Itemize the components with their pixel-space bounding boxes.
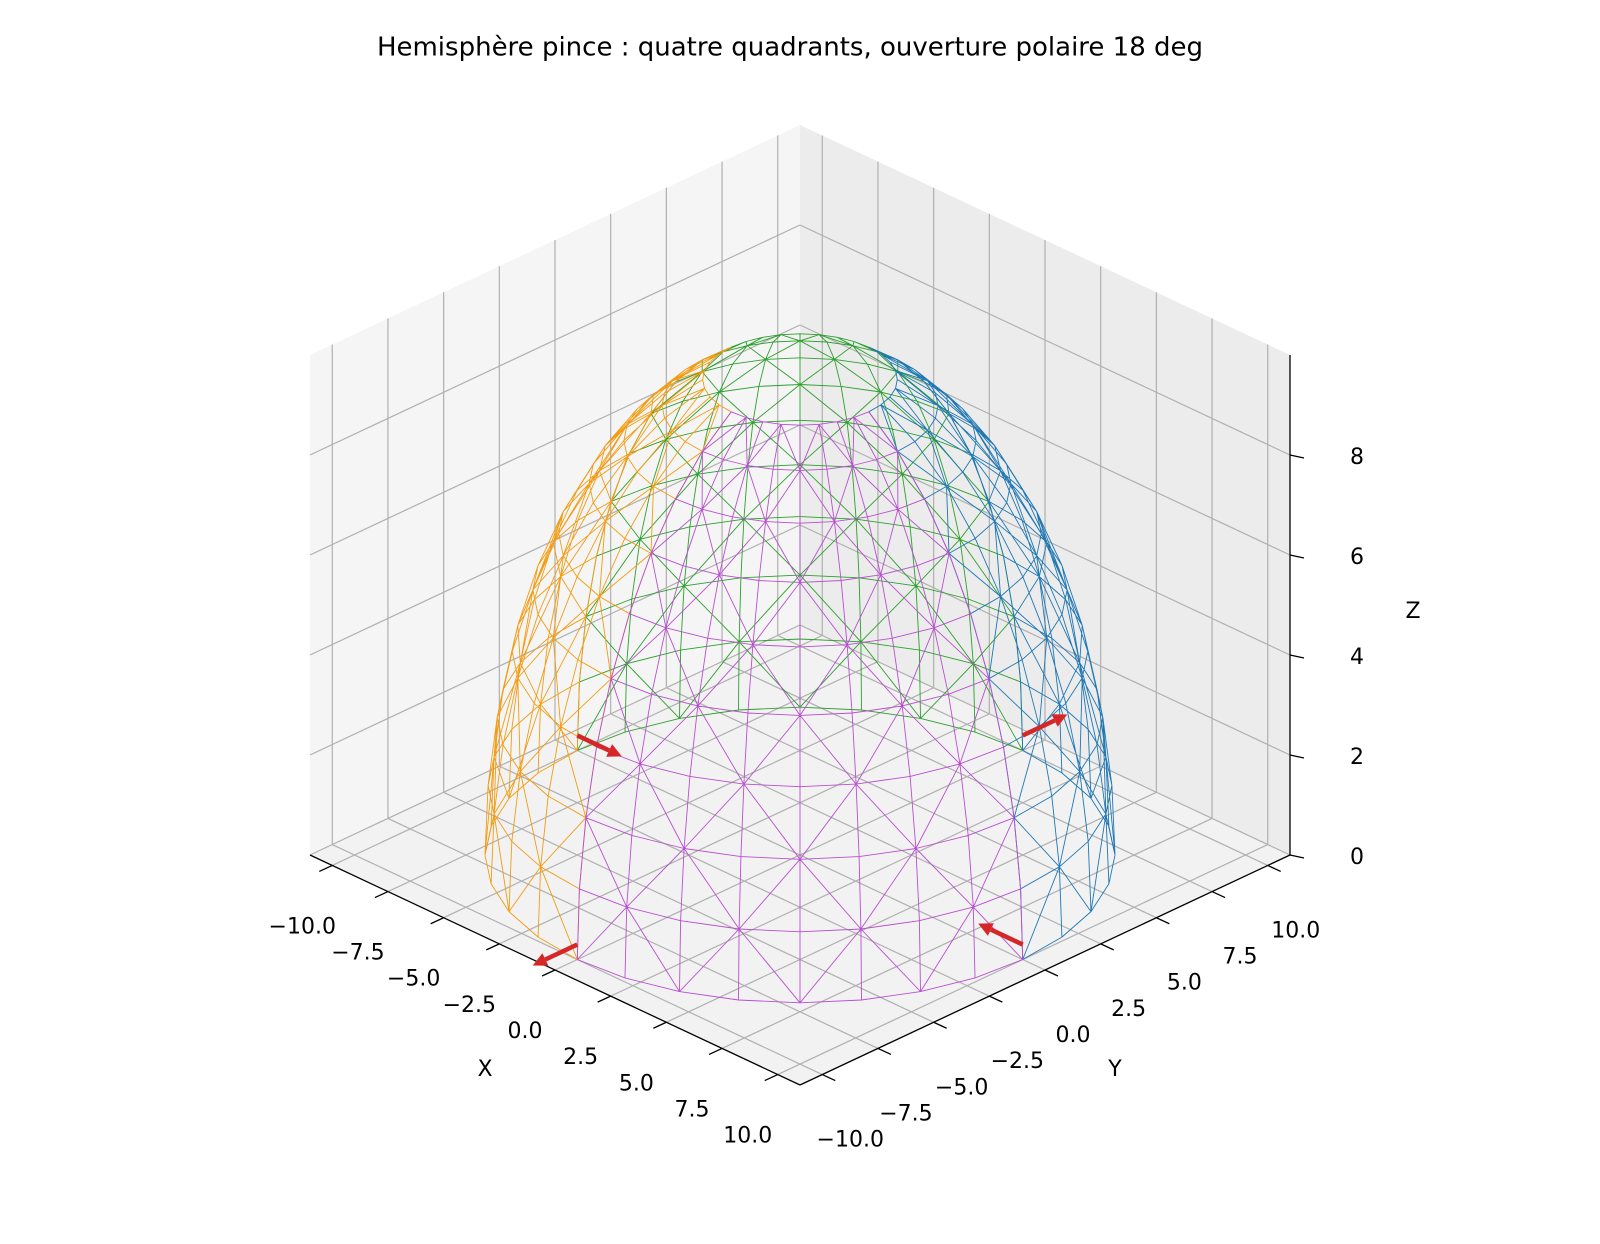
z-axis-label: Z xyxy=(1405,599,1420,624)
x-tick xyxy=(430,917,444,925)
x-tick-label: 7.5 xyxy=(675,1097,710,1122)
grid-line xyxy=(309,224,801,456)
y-tick-label: 7.5 xyxy=(1223,945,1258,970)
arrow xyxy=(1021,714,1068,738)
y-tick xyxy=(933,1021,947,1029)
x-tick-label: 2.5 xyxy=(563,1045,598,1070)
x-tick xyxy=(541,969,556,977)
arrow-head xyxy=(606,744,622,757)
z-tick-label: 2 xyxy=(1350,745,1364,770)
arrow-shaft xyxy=(576,733,611,753)
z-tick-label: 6 xyxy=(1350,545,1364,570)
grid-line xyxy=(799,324,1291,556)
y-tick xyxy=(1211,891,1226,899)
y-axis-label: Y xyxy=(1107,1057,1122,1082)
x-tick-label: −7.5 xyxy=(331,941,384,966)
x-tick xyxy=(486,943,500,951)
chart-title: Hemisphère pince : quatre quadrants, ouv… xyxy=(377,33,1203,63)
z-tick-label: 8 xyxy=(1350,445,1364,470)
y-tick xyxy=(989,995,1003,1003)
x-tick xyxy=(374,891,389,899)
arrow-head xyxy=(532,953,549,966)
x-axis-label: X xyxy=(477,1057,492,1082)
x-tick xyxy=(653,1021,667,1029)
x-tick xyxy=(708,1047,723,1055)
y-tick-label: 5.0 xyxy=(1167,971,1202,996)
x-tick-label: 0.0 xyxy=(508,1019,543,1044)
x-tick xyxy=(319,864,333,873)
x-tick-label: −10.0 xyxy=(269,914,336,939)
grid-line xyxy=(309,624,801,856)
grid-line xyxy=(499,765,990,997)
grid-line xyxy=(309,324,801,556)
x-tick xyxy=(764,1073,778,1082)
y-tick xyxy=(877,1047,892,1055)
y-tick xyxy=(1100,943,1114,951)
arrow-shaft xyxy=(989,927,1024,947)
x-tick-label: −2.5 xyxy=(443,993,496,1018)
z-tick xyxy=(1289,654,1305,659)
y-tick xyxy=(1267,864,1281,873)
y-tick-label: 2.5 xyxy=(1111,997,1146,1022)
arrow xyxy=(532,942,579,966)
x-tick-label: 5.0 xyxy=(619,1071,654,1096)
x-tick xyxy=(597,995,611,1003)
y-tick-label: −2.5 xyxy=(991,1049,1044,1074)
arrow-head xyxy=(978,923,994,936)
arrow xyxy=(978,923,1024,947)
arrow xyxy=(576,733,622,757)
x-tick-label: 10.0 xyxy=(723,1124,772,1149)
quadrant-mesh xyxy=(484,346,732,960)
y-tick-label: −5.0 xyxy=(935,1075,988,1100)
grid-line xyxy=(666,687,1157,919)
y-tick xyxy=(1156,917,1170,925)
y-tick-label: 0.0 xyxy=(1056,1023,1091,1048)
y-tick-label: 10.0 xyxy=(1271,918,1320,943)
grid-line xyxy=(799,624,1291,856)
z-tick-label: 0 xyxy=(1350,845,1364,870)
grid-line xyxy=(721,661,1213,893)
z-tick-label: 4 xyxy=(1350,645,1364,670)
grid-line xyxy=(387,817,879,1049)
y-tick-label: −7.5 xyxy=(879,1101,932,1126)
y-tick-label: −10.0 xyxy=(817,1128,884,1153)
z-tick xyxy=(1289,554,1305,559)
arrow-shaft xyxy=(1021,718,1056,738)
z-tick xyxy=(1289,854,1305,859)
z-tick xyxy=(1289,454,1305,459)
z-tick xyxy=(1289,754,1305,759)
y-tick xyxy=(822,1073,836,1082)
quadrant-mesh xyxy=(576,411,1024,1004)
grid-line xyxy=(799,224,1291,456)
grid-line xyxy=(443,791,934,1023)
arrow-head xyxy=(1051,714,1068,727)
arrow-shaft xyxy=(544,942,579,962)
y-tick xyxy=(1044,969,1059,977)
x-tick-label: −5.0 xyxy=(387,967,440,992)
